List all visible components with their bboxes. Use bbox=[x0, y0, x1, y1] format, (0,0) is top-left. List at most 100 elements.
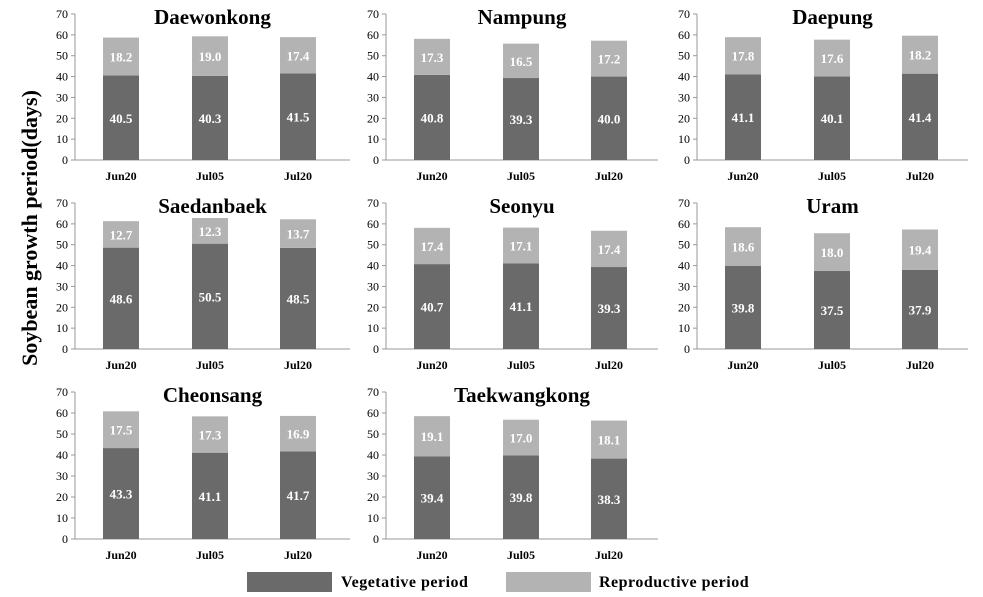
y-tick-label: 0 bbox=[373, 342, 379, 356]
y-tick-label: 20 bbox=[56, 300, 68, 314]
bar-reproductive-period-jul20 bbox=[591, 420, 627, 459]
panel-title: Seonyu bbox=[489, 194, 555, 218]
bar-vegetative-period-jul20 bbox=[902, 73, 938, 160]
x-tick-label: Jul20 bbox=[595, 169, 623, 183]
y-tick-label: 20 bbox=[56, 111, 68, 125]
x-tick-label: Jun20 bbox=[416, 548, 447, 562]
bar-reproductive-period-jul05 bbox=[503, 227, 539, 264]
data-label: 18.6 bbox=[732, 240, 755, 255]
bar-reproductive-period-jul05 bbox=[192, 416, 228, 453]
panel-cheonsang: 0 10 20 30 40 50 60 70 43.3 17.5 Jun20 41.1 17.3 Jul0… bbox=[56, 383, 350, 562]
y-tick-label: 60 bbox=[56, 28, 68, 42]
data-label: 37.5 bbox=[821, 303, 844, 318]
x-tick-label: Jul05 bbox=[507, 548, 535, 562]
bar-vegetative-period-jul05 bbox=[503, 263, 539, 349]
bar-vegetative-period-jul20 bbox=[280, 451, 316, 539]
data-label: 19.1 bbox=[421, 429, 444, 444]
y-tick-label: 0 bbox=[62, 532, 68, 546]
y-tick-label: 50 bbox=[367, 427, 379, 441]
data-label: 40.5 bbox=[110, 111, 133, 126]
data-label: 41.4 bbox=[909, 110, 932, 125]
panel-title: Daepung bbox=[792, 5, 873, 29]
data-label: 39.3 bbox=[510, 112, 533, 127]
bar-reproductive-period-jul05 bbox=[814, 39, 850, 77]
data-label: 17.2 bbox=[598, 52, 621, 67]
bar-reproductive-period-jul20 bbox=[280, 219, 316, 248]
x-tick-label: Jul05 bbox=[196, 169, 224, 183]
data-label: 17.5 bbox=[110, 423, 133, 438]
x-tick-label: Jun20 bbox=[105, 358, 136, 372]
panel-title: Cheonsang bbox=[163, 383, 263, 407]
y-tick-label: 40 bbox=[367, 259, 379, 273]
bar-reproductive-period-jul20 bbox=[280, 37, 316, 74]
x-tick-label: Jul05 bbox=[507, 169, 535, 183]
bar-vegetative-period-jul05 bbox=[192, 75, 228, 160]
y-tick-label: 30 bbox=[367, 279, 379, 293]
bar-vegetative-period-jul05 bbox=[192, 243, 228, 349]
y-tick-label: 10 bbox=[678, 321, 690, 335]
bar-reproductive-period-jul05 bbox=[503, 43, 539, 79]
x-tick-label: Jun20 bbox=[416, 169, 447, 183]
bar-vegetative-period-jul05 bbox=[503, 455, 539, 539]
data-label: 17.8 bbox=[732, 49, 755, 64]
y-tick-label: 60 bbox=[367, 406, 379, 420]
bar-reproductive-period-jul05 bbox=[503, 419, 539, 456]
x-tick-label: Jun20 bbox=[416, 358, 447, 372]
legend-label-vegetative-period: Vegetative period bbox=[341, 574, 468, 591]
y-tick-label: 40 bbox=[56, 70, 68, 84]
data-label: 17.1 bbox=[510, 238, 533, 253]
bar-reproductive-period-jun20 bbox=[414, 227, 450, 265]
chart-panels: 0 10 20 30 40 50 60 70 40.5 18.2 Jun20 40.3 19.0 Jul0… bbox=[56, 5, 968, 562]
bar-reproductive-period-jul05 bbox=[192, 218, 228, 244]
bar-vegetative-period-jun20 bbox=[103, 247, 139, 349]
bar-vegetative-period-jul20 bbox=[280, 247, 316, 349]
bar-reproductive-period-jul20 bbox=[902, 35, 938, 74]
data-label: 41.1 bbox=[510, 299, 533, 314]
data-label: 19.0 bbox=[199, 49, 222, 64]
data-label: 38.3 bbox=[598, 492, 621, 507]
legend-swatch-vegetative-period bbox=[247, 572, 332, 592]
y-tick-label: 40 bbox=[678, 259, 690, 273]
y-tick-label: 0 bbox=[62, 342, 68, 356]
bar-vegetative-period-jul05 bbox=[814, 76, 850, 160]
bar-vegetative-period-jun20 bbox=[414, 264, 450, 349]
data-label: 39.8 bbox=[510, 490, 533, 505]
panel-title: Uram bbox=[806, 194, 859, 218]
y-tick-label: 40 bbox=[56, 259, 68, 273]
data-label: 17.0 bbox=[510, 431, 533, 446]
bar-vegetative-period-jul20 bbox=[591, 267, 627, 349]
y-tick-label: 20 bbox=[367, 490, 379, 504]
data-label: 13.7 bbox=[287, 227, 310, 242]
panel-daewonkong: 0 10 20 30 40 50 60 70 40.5 18.2 Jun20 40.3 19.0 Jul0… bbox=[56, 5, 350, 183]
data-label: 41.1 bbox=[199, 489, 222, 504]
bar-reproductive-period-jul20 bbox=[280, 415, 316, 452]
y-tick-label: 60 bbox=[678, 28, 690, 42]
panel-daepung: 0 10 20 30 40 50 60 70 41.1 17.8 Jun20 40.1 17.6 Jul0… bbox=[678, 5, 968, 183]
y-tick-label: 30 bbox=[56, 90, 68, 104]
y-tick-label: 60 bbox=[56, 217, 68, 231]
y-tick-label: 40 bbox=[678, 70, 690, 84]
y-tick-label: 40 bbox=[367, 70, 379, 84]
y-tick-label: 20 bbox=[678, 111, 690, 125]
bar-vegetative-period-jul20 bbox=[591, 458, 627, 539]
panel-nampung: 0 10 20 30 40 50 60 70 40.8 17.3 Jun20 39.3 16.5 Jul0… bbox=[367, 5, 658, 183]
y-tick-label: 30 bbox=[56, 469, 68, 483]
bar-reproductive-period-jun20 bbox=[103, 37, 139, 76]
y-tick-label: 40 bbox=[367, 448, 379, 462]
y-tick-label: 70 bbox=[367, 196, 379, 210]
x-tick-label: Jul20 bbox=[906, 358, 934, 372]
x-tick-label: Jul05 bbox=[818, 358, 846, 372]
y-tick-label: 70 bbox=[678, 7, 690, 21]
x-tick-label: Jul20 bbox=[284, 169, 312, 183]
bar-reproductive-period-jun20 bbox=[725, 227, 761, 266]
x-tick-label: Jul05 bbox=[507, 358, 535, 372]
data-label: 40.7 bbox=[421, 300, 444, 315]
x-tick-label: Jun20 bbox=[727, 358, 758, 372]
bar-vegetative-period-jun20 bbox=[725, 265, 761, 349]
panel-title: Daewonkong bbox=[154, 5, 271, 29]
data-label: 12.7 bbox=[110, 227, 133, 242]
x-tick-label: Jul20 bbox=[595, 358, 623, 372]
data-label: 17.6 bbox=[821, 51, 844, 66]
y-tick-label: 20 bbox=[367, 111, 379, 125]
bar-reproductive-period-jul20 bbox=[591, 40, 627, 77]
